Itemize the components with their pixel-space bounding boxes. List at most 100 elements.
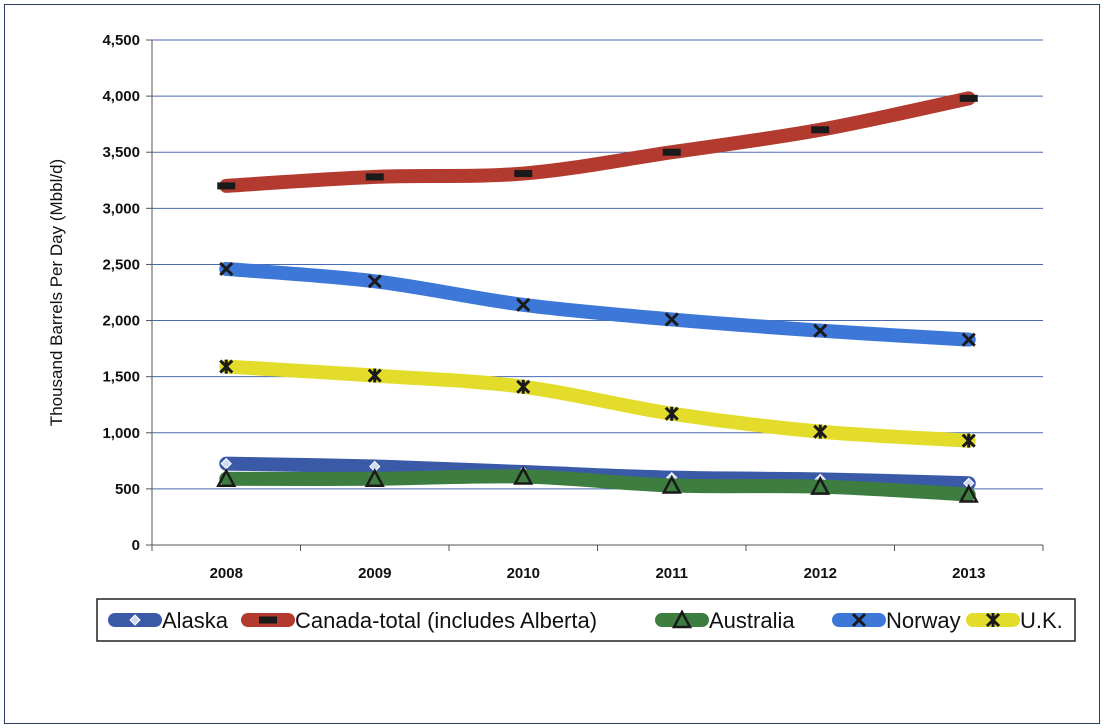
data-point [811, 126, 830, 134]
legend-label: Norway [886, 608, 961, 633]
series-line [219, 469, 976, 502]
data-point [367, 274, 382, 289]
series-line [219, 359, 976, 448]
triangle-marker [513, 465, 534, 485]
x-tick-label: 2009 [358, 565, 391, 582]
star-marker [516, 379, 531, 394]
y-tick-label: 4,000 [102, 88, 140, 105]
legend-marker [671, 609, 693, 629]
legend-marker [259, 616, 277, 624]
data-point [661, 474, 682, 494]
x-tick-label: 2012 [804, 565, 837, 582]
diamond-marker [129, 614, 141, 626]
x-axis-ticks: 2008 2009 2010 2011 2012 2013 [210, 565, 986, 582]
legend-marker [851, 612, 867, 628]
data-point [219, 261, 234, 276]
legend-label: Australia [709, 608, 795, 633]
data-point [516, 379, 531, 394]
star-marker [813, 424, 828, 439]
data-point [664, 312, 679, 327]
legend-item-norway: Norway [832, 608, 961, 633]
legend-item-alaska: Alaska [108, 608, 229, 633]
data-point [513, 465, 534, 485]
series-line [219, 261, 976, 347]
y-tick-label: 2,500 [102, 256, 140, 273]
triangle-marker [661, 474, 682, 494]
data-point [365, 173, 384, 181]
data-point [516, 297, 531, 312]
series-lines [216, 91, 979, 503]
data-point [959, 94, 978, 102]
x-tick-label: 2010 [507, 565, 540, 582]
legend-label: U.K. [1020, 608, 1063, 633]
data-point [958, 483, 979, 503]
legend-item-canada-total-includes-alberta: Canada-total (includes Alberta) [241, 608, 597, 633]
x-marker [367, 274, 382, 289]
y-tick-label: 3,000 [102, 200, 140, 217]
x-marker [219, 261, 234, 276]
data-point [662, 148, 681, 156]
legend-box [96, 598, 1076, 642]
y-axis-label: Thousand Barrels Per Day (Mbbl/d) [47, 159, 66, 426]
y-tick-label: 500 [115, 481, 140, 498]
dash-marker [662, 148, 681, 156]
dash-marker [811, 126, 830, 134]
star-marker [219, 359, 234, 374]
data-point [364, 468, 385, 488]
series-norway [219, 261, 976, 347]
y-axis-ticks: 0 500 1,000 1,500 2,000 2,500 3,000 3,500 4,000 4… [102, 32, 140, 554]
data-point [216, 468, 237, 488]
x-marker [516, 297, 531, 312]
data-point [219, 359, 234, 374]
triangle-marker [810, 475, 831, 495]
y-tick-label: 1,500 [102, 369, 140, 386]
legend-label: Canada-total (includes Alberta) [295, 608, 597, 633]
legend-marker [129, 614, 141, 626]
y-tick-label: 1,000 [102, 425, 140, 442]
star-marker [985, 612, 1001, 628]
data-point [961, 433, 976, 448]
x-tick-label: 2011 [655, 565, 688, 582]
dash-marker [365, 173, 384, 181]
legend-item-u-k: U.K. [966, 608, 1063, 633]
data-point [961, 332, 976, 347]
x-marker [813, 323, 828, 338]
triangle-marker [216, 468, 237, 488]
x-marker [851, 612, 867, 628]
triangle-marker [364, 468, 385, 488]
legend: Alaska Canada-total (includes Alberta) Aus… [96, 598, 1076, 642]
x-marker [664, 312, 679, 327]
y-tick-label: 4,500 [102, 32, 140, 49]
data-point [664, 406, 679, 421]
y-tick-label: 3,500 [102, 144, 140, 161]
x-marker [961, 332, 976, 347]
data-point [367, 368, 382, 383]
data-point [813, 424, 828, 439]
dash-marker [514, 170, 533, 178]
data-point [217, 182, 236, 190]
triangle-marker [671, 609, 693, 629]
dash-marker [217, 182, 236, 190]
star-marker [961, 433, 976, 448]
y-tick-label: 2,000 [102, 313, 140, 330]
legend-marker [985, 612, 1001, 628]
y-tick-label: 0 [132, 537, 140, 554]
star-marker [367, 368, 382, 383]
triangle-marker [958, 483, 979, 503]
legend-item-australia: Australia [655, 608, 795, 633]
series-line [219, 91, 976, 193]
series-australia [216, 465, 979, 503]
x-tick-label: 2013 [952, 565, 985, 582]
series-canada-total-includes-alberta [217, 91, 978, 193]
star-marker [664, 406, 679, 421]
data-point [514, 170, 533, 178]
axes [146, 39, 1044, 551]
data-point [813, 323, 828, 338]
series-u-k [219, 359, 976, 448]
dash-marker [259, 616, 277, 624]
x-tick-label: 2008 [210, 565, 243, 582]
data-point [810, 475, 831, 495]
legend-label: Alaska [162, 608, 229, 633]
dash-marker [959, 94, 978, 102]
